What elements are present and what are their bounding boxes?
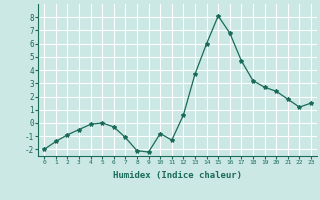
- X-axis label: Humidex (Indice chaleur): Humidex (Indice chaleur): [113, 171, 242, 180]
